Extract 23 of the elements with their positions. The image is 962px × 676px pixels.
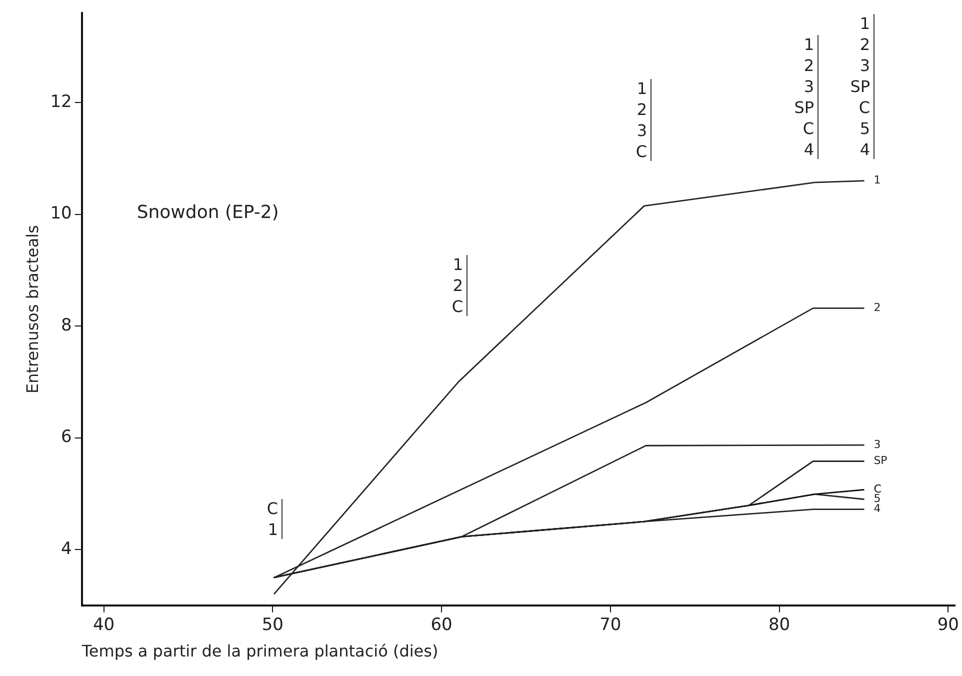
annotation: C 1 [266,499,278,540]
series-label: SP [874,454,888,468]
annotation: 1 2 3 C [636,79,647,162]
y-tick-label: 6 [61,427,72,448]
x-axis-title: Temps a partir de la primera plantació (dies) [80,642,438,661]
series-label: 2 [874,301,881,314]
x-tick-label: 80 [768,615,790,636]
y-tick-label: 12 [50,92,72,112]
series-label: 3 [874,438,881,451]
text: Snowdon (EP-2) [136,202,279,223]
annotation: 1 2 C [452,255,463,316]
y-tick-label: 8 [61,315,72,336]
series-label: 1 [874,174,881,187]
x-tick-label: 90 [937,615,959,636]
x-tick-label: 70 [600,615,622,636]
x-tick-label: 60 [430,615,452,636]
annotation: 1 2 3 SP C 4 [794,35,814,160]
x-tick-label: 50 [262,615,284,636]
annotation: 1 2 3 SP C 5 4 [850,14,870,160]
y-tick-label: 4 [61,538,72,559]
y-axis-title: Entrenusos bracteals [22,225,42,394]
x-tick-label: 40 [92,615,115,636]
y-tick-label: 10 [50,204,72,224]
